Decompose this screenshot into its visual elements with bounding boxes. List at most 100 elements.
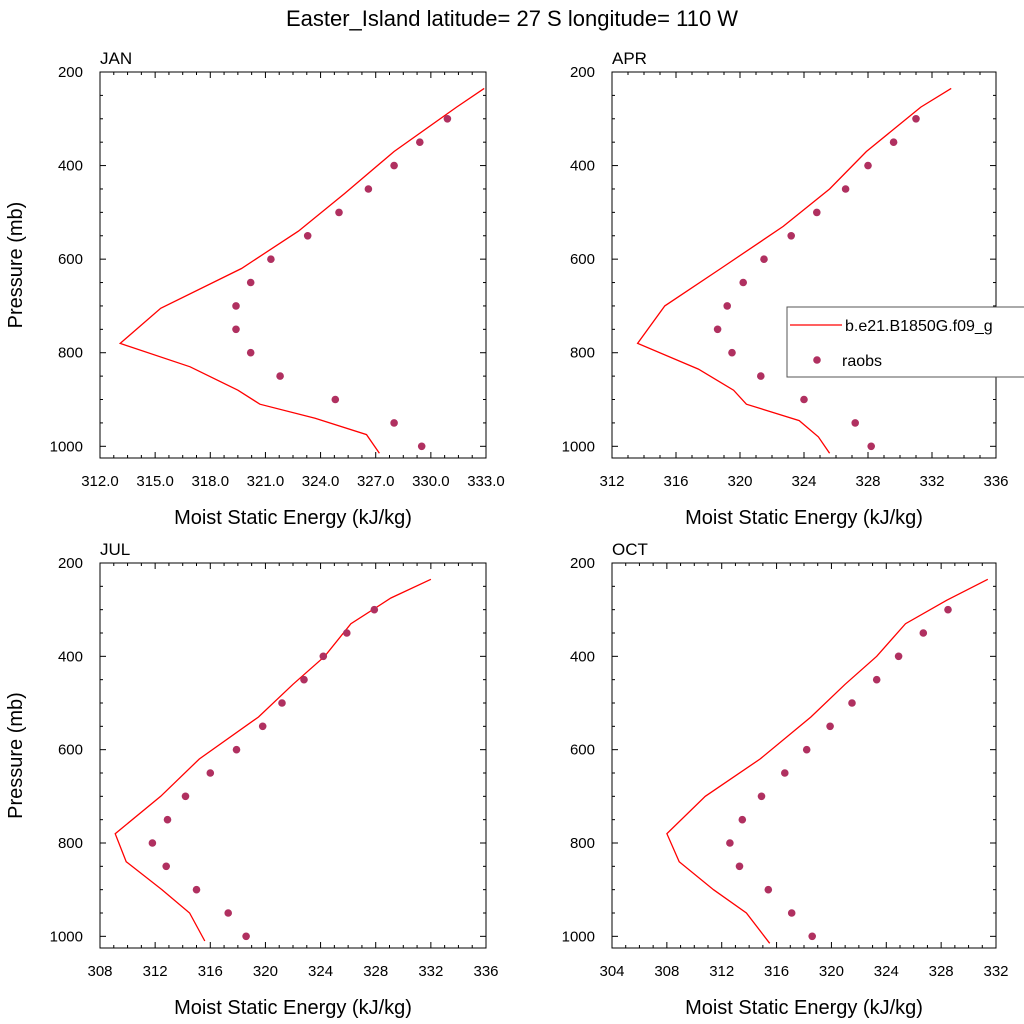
panel-oct: OCT 304 308 312 316 320 324 328 332 200 400 600 800 1… [562,540,1009,1019]
raobs-point [278,699,286,707]
raobs-point [335,208,343,217]
raobs-point [148,839,157,847]
y-tick-label: 800 [570,835,595,852]
raobs-point [232,745,241,754]
raobs-point [181,792,190,801]
raobs-point [757,372,765,380]
legend-obs-label: raobs [842,353,882,370]
y-tick-label: 1000 [562,928,595,945]
panel-apr: APR 312 316 320 324 328 332 336 200 400 600 800 1000… [562,49,1009,529]
x-tick-label: 324 [874,963,899,980]
x-tick-label: 308 [654,963,679,980]
raobs-point [912,115,920,123]
y-tick-label: 600 [58,742,83,759]
model-line-series [666,578,989,944]
x-tick-label: 321.0 [247,473,285,490]
panel-label: JUL [100,540,130,559]
y-tick-label: 600 [58,251,83,268]
plot-frame [611,562,997,949]
raobs-point [735,862,744,871]
raobs-point [224,909,232,917]
raobs-point [787,909,796,917]
x-tick-label: 318.0 [192,473,230,490]
x-tick-label: 316 [198,963,223,980]
x-tick-label: 336 [983,473,1008,490]
series-group [666,578,989,944]
figure-title: Easter_Island latitude= 27 S longitude= … [286,6,738,31]
raobs-point [800,395,808,404]
raobs-point [764,885,773,894]
raobs-point [192,885,201,894]
raobs-point [781,769,789,777]
x-axis-title: Moist Static Energy (kJ/kg) [174,507,412,529]
raobs-point [813,208,821,217]
y-tick-label: 800 [58,835,83,852]
raobs-point [242,932,250,941]
raobs-point [343,629,351,637]
raobs-point [258,722,267,731]
raobs-point [276,372,284,380]
x-axis-title: Moist Static Energy (kJ/kg) [685,997,923,1019]
raobs-point [944,605,952,614]
raobs-point [206,769,215,777]
y-tick-label: 1000 [50,438,83,455]
raobs-point [232,325,240,334]
raobs-point [162,862,170,871]
y-axis-title: Pressure (mb) [5,202,27,329]
raobs-point [246,278,255,287]
raobs-point [872,675,881,684]
y-tick-label: 600 [570,742,595,759]
raobs-point [738,815,747,824]
raobs-point [757,792,766,801]
raobs-point [919,629,928,637]
raobs-point [417,442,426,451]
x-tick-label: 336 [473,963,498,980]
raobs-point [390,419,398,427]
raobs-point [808,932,816,941]
legend: b.e21.B1850G.f09_g raobs [786,306,1024,378]
plot-frame [99,71,487,459]
raobs-point [739,278,747,287]
raobs-point [232,302,240,310]
y-tick-label: 600 [570,251,595,268]
panel-label: OCT [612,540,648,559]
series-group [114,578,432,942]
raobs-point [300,675,308,684]
model-line-series [114,578,432,942]
raobs-point [726,839,734,847]
x-tick-label: 312 [709,963,734,980]
legend-model-label: b.e21.B1850G.f09_g [845,318,993,335]
x-tick-label: 312.0 [81,473,119,490]
x-axis-title: Moist Static Energy (kJ/kg) [174,997,412,1019]
x-tick-label: 333.0 [467,473,505,490]
y-tick-label: 1000 [50,928,83,945]
raobs-point [163,815,172,824]
raobs-point [443,115,452,123]
x-tick-label: 315.0 [136,473,174,490]
y-tick-label: 400 [58,648,83,665]
x-tick-label: 328 [855,473,880,490]
panel-label: JAN [100,49,132,68]
raobs-point [867,442,875,451]
x-tick-label: 328 [929,963,954,980]
raobs-point [894,652,903,661]
x-tick-label: 324 [308,963,333,980]
model-line-series [636,87,952,454]
raobs-point [319,652,328,661]
x-tick-label: 332 [919,473,944,490]
y-tick-label: 400 [570,648,595,665]
legend-obs-marker [813,356,821,364]
y-tick-label: 400 [570,158,595,175]
raobs-point [246,348,255,357]
y-tick-label: 400 [58,158,83,175]
y-tick-label: 200 [570,555,595,572]
y-tick-label: 200 [58,64,83,81]
panel-jan: JAN 312.0 315.0 318.0 321.0 324.0 327.0 330.0 33… [5,49,505,529]
x-tick-label: 312 [143,963,168,980]
x-tick-label: 320 [253,963,278,980]
x-tick-label: 320 [819,963,844,980]
x-tick-label: 308 [87,963,112,980]
raobs-point [889,138,898,146]
raobs-point [723,302,731,310]
